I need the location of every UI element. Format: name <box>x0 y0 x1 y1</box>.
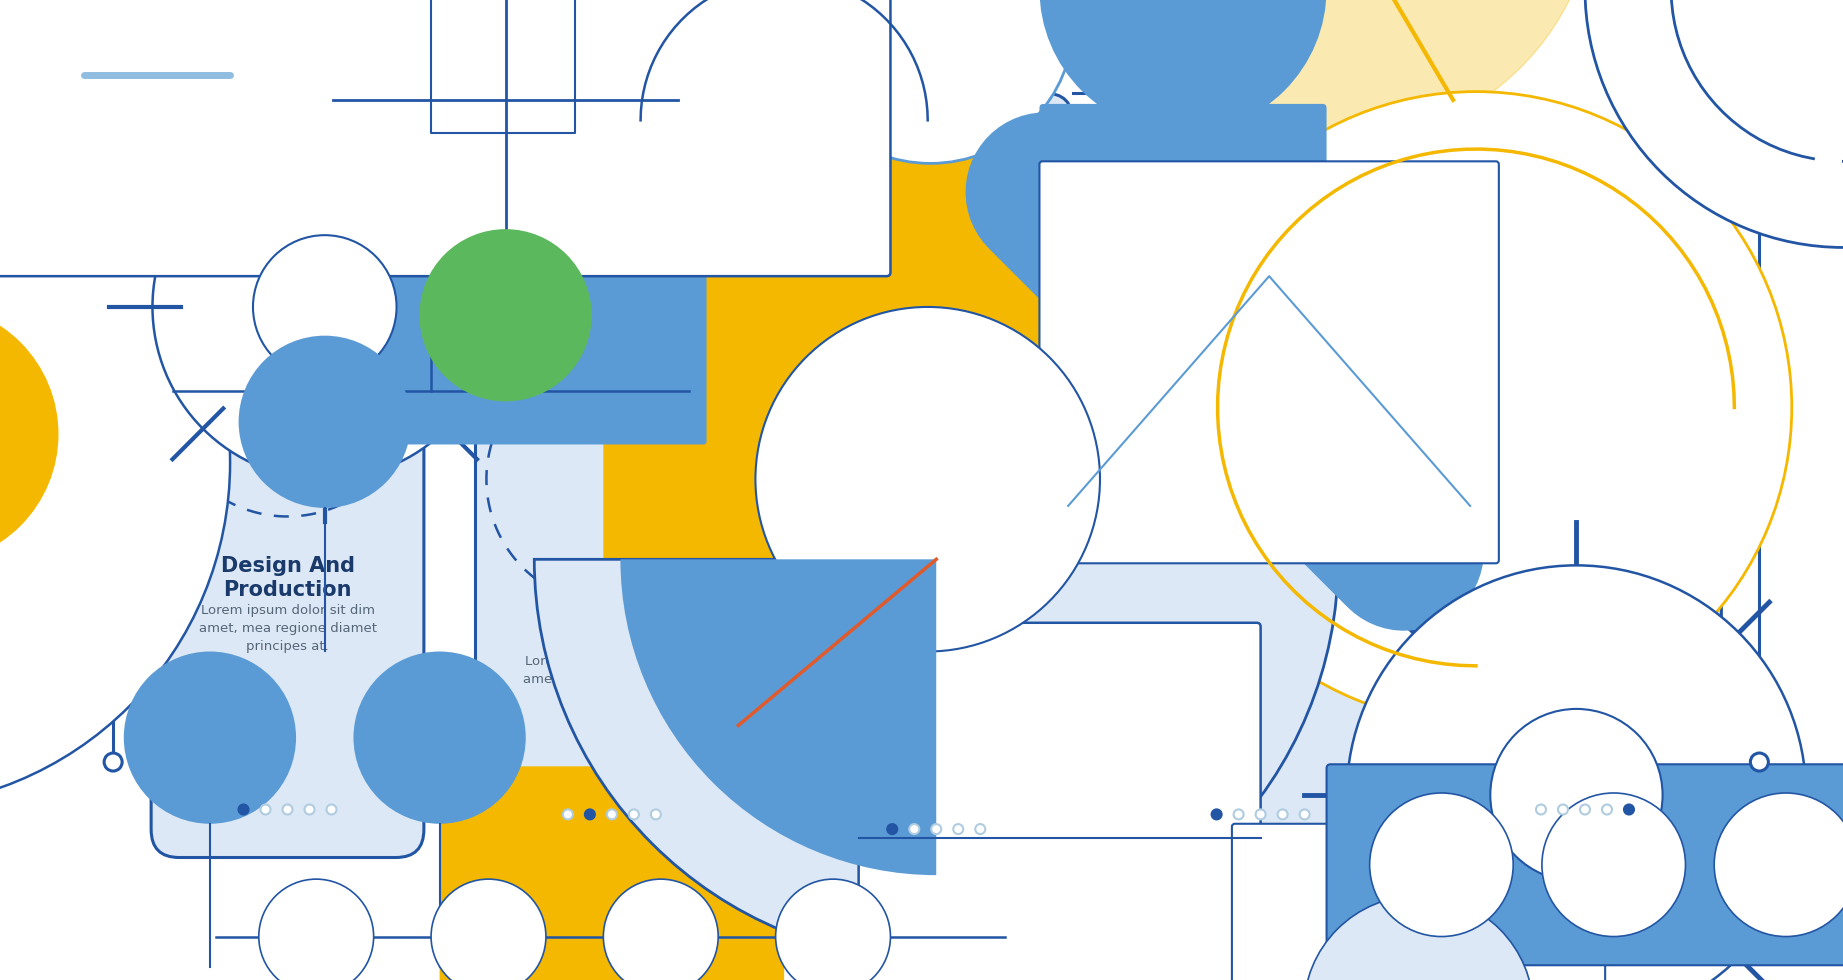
FancyBboxPatch shape <box>151 172 424 858</box>
Circle shape <box>1714 793 1843 937</box>
FancyBboxPatch shape <box>603 276 1004 821</box>
Circle shape <box>1369 793 1513 937</box>
Circle shape <box>628 809 640 819</box>
Circle shape <box>1277 809 1288 819</box>
Circle shape <box>1039 0 1327 132</box>
Circle shape <box>584 809 595 819</box>
Circle shape <box>776 879 890 980</box>
Circle shape <box>238 336 411 508</box>
Circle shape <box>1491 709 1662 881</box>
FancyBboxPatch shape <box>859 622 1261 980</box>
Text: Lorem ipsum dolor sit dim
amet, mea regione diamet
principes at.: Lorem ipsum dolor sit dim amet, mea regi… <box>1172 655 1349 704</box>
Circle shape <box>1080 0 1596 143</box>
Text: Distribution: Distribution <box>542 628 682 649</box>
Circle shape <box>1543 793 1686 937</box>
Circle shape <box>354 652 525 824</box>
FancyBboxPatch shape <box>440 766 783 980</box>
Circle shape <box>1303 896 1533 980</box>
Circle shape <box>651 809 662 819</box>
Circle shape <box>886 824 898 834</box>
FancyBboxPatch shape <box>1124 299 1397 862</box>
Wedge shape <box>621 560 936 875</box>
Circle shape <box>1751 753 1769 771</box>
Circle shape <box>123 652 297 824</box>
Wedge shape <box>534 560 1338 961</box>
Circle shape <box>1233 809 1244 819</box>
Circle shape <box>1557 805 1568 814</box>
Circle shape <box>1579 805 1591 814</box>
Circle shape <box>282 805 293 814</box>
Circle shape <box>103 753 122 771</box>
Circle shape <box>787 0 1074 164</box>
Circle shape <box>1624 805 1635 814</box>
FancyBboxPatch shape <box>641 149 1215 809</box>
Circle shape <box>562 809 573 819</box>
Circle shape <box>756 307 1100 652</box>
Circle shape <box>1347 565 1806 980</box>
FancyBboxPatch shape <box>800 93 1073 877</box>
FancyBboxPatch shape <box>1327 764 1843 965</box>
Circle shape <box>238 805 249 814</box>
Circle shape <box>909 824 920 834</box>
Circle shape <box>0 119 230 808</box>
Text: Lorem ipsum dolor sit dim
amet, mea regione diamet
principes at.: Lorem ipsum dolor sit dim amet, mea regi… <box>1497 599 1673 648</box>
Text: Design And
Production: Design And Production <box>221 556 354 600</box>
Circle shape <box>1211 809 1222 819</box>
Text: INFO: INFO <box>85 0 289 60</box>
Circle shape <box>1299 809 1310 819</box>
Circle shape <box>0 305 57 564</box>
Text: Lorem ipsum dolor sit dim
amet, mea regione diamet
principes at.: Lorem ipsum dolor sit dim amet, mea regi… <box>199 604 376 653</box>
Circle shape <box>258 879 374 980</box>
Circle shape <box>1255 809 1266 819</box>
Circle shape <box>326 805 337 814</box>
FancyBboxPatch shape <box>475 299 748 862</box>
Circle shape <box>606 809 617 819</box>
FancyBboxPatch shape <box>1039 162 1498 563</box>
Text: Consumption: Consumption <box>859 552 1014 571</box>
Circle shape <box>1535 805 1546 814</box>
FancyBboxPatch shape <box>1039 104 1327 391</box>
Circle shape <box>260 805 271 814</box>
Circle shape <box>252 235 396 378</box>
FancyBboxPatch shape <box>0 0 890 276</box>
Text: Lorem ipsum dolor sit dim
amet, mea regione diamet
principes at.: Lorem ipsum dolor sit dim amet, mea regi… <box>848 578 1025 627</box>
Text: GRAPHICS: GRAPHICS <box>230 0 663 60</box>
Circle shape <box>304 805 315 814</box>
Circle shape <box>603 879 719 980</box>
Text: Repair & Reuse: Repair & Reuse <box>1170 628 1351 649</box>
Circle shape <box>1159 91 1791 723</box>
FancyBboxPatch shape <box>1449 172 1721 858</box>
Circle shape <box>420 229 592 402</box>
Circle shape <box>931 824 942 834</box>
Circle shape <box>1585 0 1843 248</box>
Circle shape <box>1602 805 1613 814</box>
Circle shape <box>953 824 964 834</box>
Circle shape <box>153 134 498 479</box>
Circle shape <box>431 879 546 980</box>
FancyBboxPatch shape <box>304 186 706 445</box>
FancyBboxPatch shape <box>1231 824 1605 980</box>
Circle shape <box>975 824 986 834</box>
Text: Recycling: Recycling <box>1528 572 1642 593</box>
Text: Lorem ipsum dolor sit dim
amet, mea regione diamet
principes at.: Lorem ipsum dolor sit dim amet, mea regi… <box>523 655 700 704</box>
